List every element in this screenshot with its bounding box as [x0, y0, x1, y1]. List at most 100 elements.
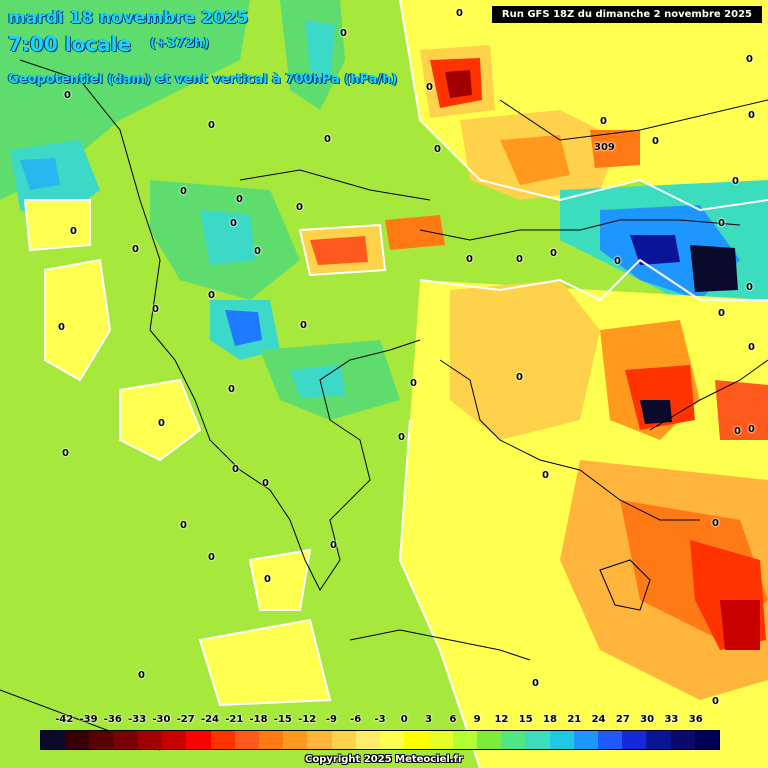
- contour-label: 0: [718, 308, 725, 319]
- contour-label: 0: [232, 464, 239, 475]
- contour-label: 0: [550, 248, 557, 259]
- contour-label: 0: [64, 90, 71, 101]
- legend-tick-label: -12: [298, 714, 317, 725]
- legend-tick-label: -39: [79, 714, 98, 725]
- legend-swatch: [501, 731, 526, 749]
- legend-tick-label: 0: [400, 714, 408, 725]
- contour-label-309: 309: [594, 142, 615, 153]
- legend-tick-label: 9: [473, 714, 481, 725]
- legend-tick-label: 27: [615, 714, 630, 725]
- legend-swatch: [210, 731, 235, 749]
- contour-label: 0: [296, 202, 303, 213]
- legend-swatch: [476, 731, 502, 749]
- contour-label: 0: [614, 256, 621, 267]
- contour-label: 0: [426, 82, 433, 93]
- legend-color-bar: [40, 730, 720, 750]
- contour-label: 0: [208, 120, 215, 131]
- contour-label: 0: [542, 470, 549, 481]
- forecast-date: mardi 18 novembre 2025: [8, 8, 249, 28]
- contour-label: 0: [746, 54, 753, 65]
- legend-tick-label: 21: [567, 714, 582, 725]
- legend-swatch: [404, 731, 429, 749]
- legend-swatch: [573, 731, 599, 749]
- legend-tick-label: -30: [152, 714, 171, 725]
- copyright-text: Copyright 2025 Meteociel.fr: [305, 754, 463, 765]
- contour-label: 0: [748, 342, 755, 353]
- legend-tick-label: 33: [664, 714, 679, 725]
- legend-swatch: [694, 731, 720, 749]
- legend-tick-label: -27: [176, 714, 195, 725]
- legend-tick-label: -36: [103, 714, 122, 725]
- contour-label: 0: [410, 378, 417, 389]
- contour-label: 0: [62, 448, 69, 459]
- legend-tick-label: 36: [688, 714, 703, 725]
- contour-label: 0: [434, 144, 441, 155]
- contour-label: 0: [712, 518, 719, 529]
- legend-swatch: [549, 731, 574, 749]
- legend-tick-label: 24: [591, 714, 606, 725]
- legend-swatch: [41, 731, 66, 749]
- run-info-box: Run GFS 18Z du dimanche 2 novembre 2025: [491, 6, 762, 23]
- legend-swatch: [283, 731, 308, 749]
- contour-label: 0: [340, 28, 347, 39]
- legend-swatch: [670, 731, 695, 749]
- forecast-offset: (+372h): [150, 36, 210, 51]
- contour-label: 0: [158, 418, 165, 429]
- contour-label: 0: [132, 244, 139, 255]
- legend-tick-label: -3: [374, 714, 386, 725]
- contour-label: 0: [236, 194, 243, 205]
- legend-swatch: [89, 731, 114, 749]
- contour-label: 0: [300, 320, 307, 331]
- legend-swatch: [186, 731, 211, 749]
- legend-tick-label: 18: [543, 714, 557, 725]
- contour-label: 0: [208, 290, 215, 301]
- legend-tick-label: 12: [494, 714, 509, 725]
- contour-label: 0: [652, 136, 659, 147]
- contour-label: 0: [398, 432, 405, 443]
- contour-label: 0: [732, 176, 739, 187]
- contour-label: 0: [254, 246, 261, 257]
- legend-swatch: [137, 731, 163, 749]
- legend-swatch: [258, 731, 284, 749]
- contour-label: 0: [330, 540, 337, 551]
- contour-label: 0: [718, 218, 725, 229]
- contour-label: 0: [152, 304, 159, 315]
- legend-tick-label: -9: [325, 714, 337, 725]
- legend-tick-label: -24: [200, 714, 220, 725]
- contour-label: 0: [324, 134, 331, 145]
- legend-swatch: [452, 731, 477, 749]
- legend-tick-label: -21: [225, 714, 244, 725]
- legend-tick-label: 15: [518, 714, 533, 725]
- contour-label: 0: [748, 110, 755, 121]
- contour-label: 0: [532, 678, 539, 689]
- contour-label: 0: [180, 520, 187, 531]
- contour-label: 0: [466, 254, 473, 265]
- legend-swatch: [113, 731, 138, 749]
- contour-label: 0: [516, 254, 523, 265]
- parameter-title: Geopotentiel (dam) et vent vertical à 70…: [8, 72, 398, 87]
- forecast-time: 7:00 locale: [8, 32, 132, 56]
- legend-swatch: [65, 731, 90, 749]
- contour-label: 0: [208, 552, 215, 563]
- contour-label: 0: [180, 186, 187, 197]
- contour-label: 0: [456, 8, 463, 19]
- legend-swatch: [307, 731, 332, 749]
- legend-tick-label: 6: [449, 714, 457, 725]
- contour-label: 0: [712, 696, 719, 707]
- legend-tick-label: 3: [425, 714, 433, 725]
- legend-swatch: [234, 731, 259, 749]
- legend-swatch: [598, 731, 623, 749]
- contour-label: 0: [138, 670, 145, 681]
- legend-tick-label: -6: [350, 714, 362, 725]
- contour-label: 0: [600, 116, 607, 127]
- contour-label: 0: [58, 322, 65, 333]
- legend-swatch: [525, 731, 550, 749]
- legend-tick-label: 30: [640, 714, 655, 725]
- legend-ticks: -42 -39 -36 -33 -30 -27 -24 -21 -18 -15 -12 -9 -6 -3 0…: [40, 714, 720, 730]
- contour-label: 0: [264, 574, 271, 585]
- legend-swatch: [331, 731, 356, 749]
- legend-swatch: [162, 731, 187, 749]
- contour-label: 0: [70, 226, 77, 237]
- contour-label: 0: [746, 282, 753, 293]
